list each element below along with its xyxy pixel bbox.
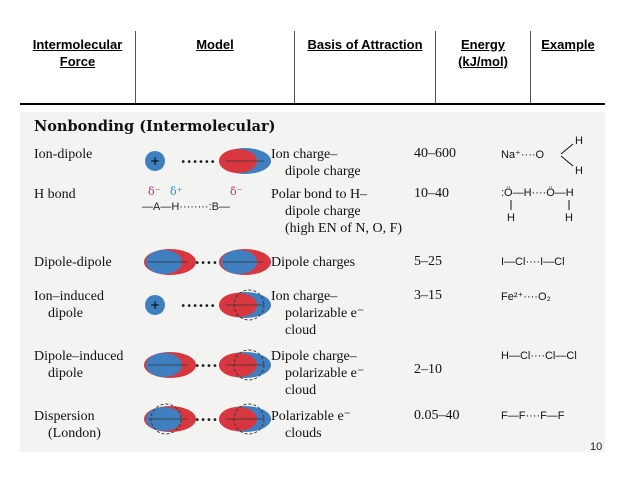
example-structure-water-hbond: :Ö—H····Ö—H H H: [501, 187, 574, 224]
force-name: Dipole–induced dipole: [34, 349, 124, 381]
dispersion-model-icon: •••••: [144, 403, 271, 435]
example-structure-na-water: Na⁺····O H H: [501, 135, 583, 176]
basis-of-attraction: Ion charge– polarizable e⁻ cloud: [271, 289, 365, 338]
hbond-model-icon: δ⁻ δ⁺ δ⁻ —A—H········:B—: [142, 185, 243, 213]
header-model: Model: [196, 37, 234, 52]
basis-of-attraction: Dipole charge– polarizable e⁻ cloud: [271, 349, 365, 398]
force-name: Ion–induced dipole: [34, 289, 104, 321]
force-name: Dipole-dipole: [34, 255, 112, 270]
energy-value: 10–40: [414, 186, 449, 201]
svg-text:••••••: ••••••: [180, 301, 215, 312]
energy-value: 40–600: [414, 146, 456, 161]
column-divider: [530, 31, 531, 105]
dipole-induced-dipole-model-icon: •••••: [144, 349, 271, 381]
force-name: Ion-dipole: [34, 147, 93, 162]
force-name: Dispersion (London): [34, 409, 101, 441]
basis-of-attraction: Ion charge– dipole charge: [271, 147, 361, 179]
header-intermolecular-force: Intermolecular Force: [32, 37, 123, 69]
svg-text:•••••: •••••: [194, 361, 224, 372]
energy-value: 0.05–40: [414, 408, 460, 423]
page-number: 10: [590, 441, 603, 453]
ion-plus-sign: +: [150, 154, 160, 168]
svg-text:Na⁺····O: Na⁺····O: [501, 149, 545, 161]
energy-value: 2–10: [414, 362, 442, 377]
energy-value: 3–15: [414, 288, 442, 303]
header-rule: [20, 103, 605, 105]
basis-of-attraction: Dipole charges: [271, 255, 356, 270]
svg-text:H: H: [575, 165, 583, 176]
svg-text:•••••: •••••: [194, 258, 224, 269]
energy-value: 5–25: [414, 254, 442, 269]
svg-text:••••••: ••••••: [180, 157, 215, 168]
force-name: H bond: [34, 187, 76, 202]
basis-of-attraction: Polarizable e⁻ clouds: [271, 409, 352, 441]
svg-text:+: +: [150, 298, 160, 312]
column-divider: [135, 31, 136, 105]
intermolecular-forces-figure: Nonbonding (Intermolecular) Ion-dipole +…: [20, 112, 605, 452]
svg-text:δ⁻: δ⁻: [230, 185, 243, 198]
basis-of-attraction: Polar bond to H– dipole charge (high EN …: [271, 187, 403, 236]
svg-text::Ö—H····Ö—H: :Ö—H····Ö—H: [501, 187, 574, 199]
svg-text:δ⁻: δ⁻: [148, 185, 161, 198]
example-structure-icl: I—Cl····I—Cl: [501, 256, 565, 268]
column-divider: [435, 31, 436, 105]
column-divider: [294, 31, 295, 105]
header-energy: Energy (kJ/mol): [458, 37, 508, 69]
section-title: Nonbonding (Intermolecular): [34, 118, 276, 135]
svg-text:δ⁺: δ⁺: [170, 185, 183, 198]
ion-dipole-model-icon: + ••••••: [145, 148, 271, 174]
example-structure-f2: F—F····F—F: [501, 410, 565, 422]
example-structure-fe-o2: Fe²⁺····O₂: [501, 291, 551, 303]
example-structure-hcl-cl2: H—Cl····Cl—Cl: [501, 350, 577, 362]
table-header: Intermolecular Force Model Basis of Attr…: [20, 31, 605, 105]
svg-text:•••••: •••••: [194, 415, 224, 426]
header-example: Example: [541, 37, 595, 52]
svg-text:H: H: [507, 212, 515, 224]
header-basis-of-attraction: Basis of Attraction: [307, 37, 423, 52]
svg-text:—A—H········:B—: —A—H········:B—: [142, 201, 230, 213]
ion-induced-dipole-model-icon: + ••••••: [145, 289, 271, 321]
svg-text:H: H: [575, 135, 583, 147]
dipole-dipole-model-icon: •••••: [144, 249, 271, 275]
svg-text:H: H: [565, 212, 573, 224]
